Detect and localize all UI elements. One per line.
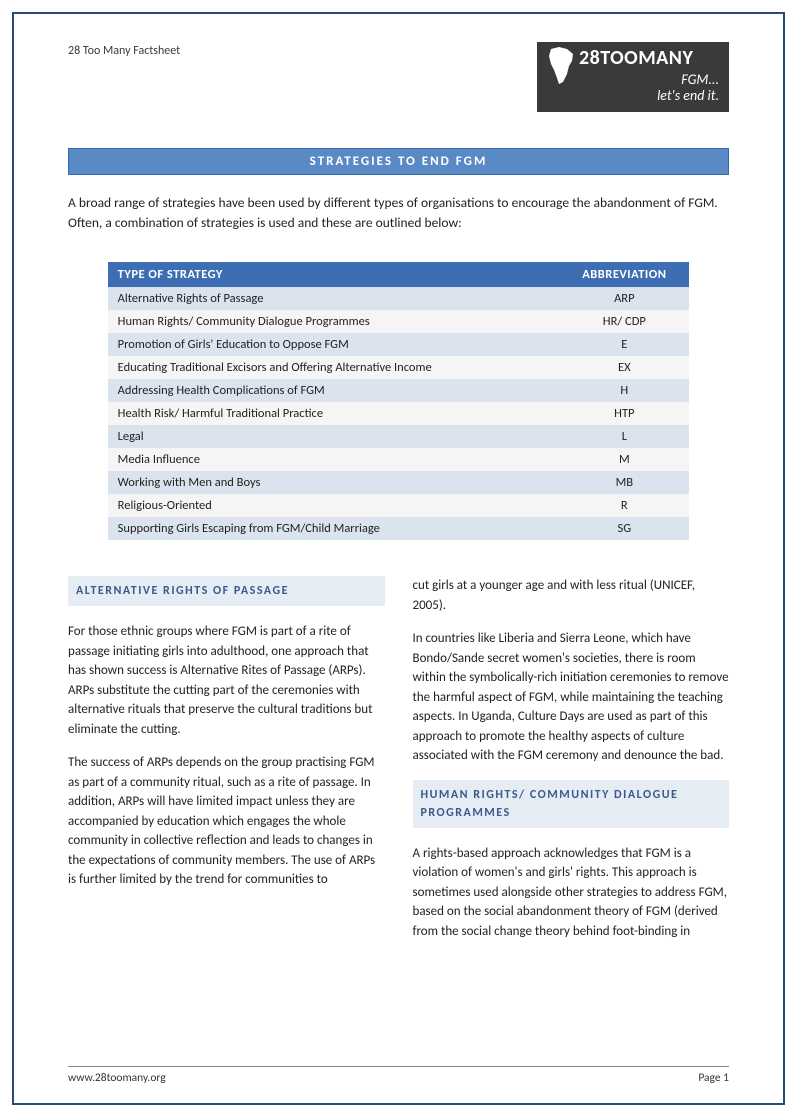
table-row: Supporting Girls Escaping from FGM/Child… [108, 517, 690, 540]
table-row: Addressing Health Complications of FGMH [108, 379, 690, 402]
africa-icon [545, 46, 577, 86]
table-cell-type: Promotion of Girls' Education to Oppose … [108, 333, 560, 356]
header: 28 Too Many Factsheet 28TOOMANY FGM... l… [68, 42, 729, 112]
arp-paragraph-2: The success of ARPs depends on the group… [68, 753, 385, 890]
logo-main: 28TOOMANY [579, 46, 693, 70]
table-row: LegalL [108, 425, 690, 448]
table-cell-abbr: HTP [559, 402, 689, 425]
table-row: Health Risk/ Harmful Traditional Practic… [108, 402, 690, 425]
table-cell-abbr: M [559, 448, 689, 471]
footer-page: Page 1 [698, 1071, 729, 1085]
logo-sub: FGM... let's end it. [657, 72, 719, 104]
logo: 28TOOMANY FGM... let's end it. [537, 42, 729, 112]
col2-paragraph-1: cut girls at a younger age and with less… [413, 576, 730, 615]
table-row: Promotion of Girls' Education to Oppose … [108, 333, 690, 356]
table-row: Religious-OrientedR [108, 494, 690, 517]
header-text: 28 Too Many Factsheet [68, 42, 180, 58]
table-row: Educating Traditional Excisors and Offer… [108, 356, 690, 379]
column-left: ALTERNATIVE RIGHTS OF PASSAGE For those … [68, 576, 385, 955]
footer-url: www.28toomany.org [68, 1071, 166, 1085]
table-row: Media InfluenceM [108, 448, 690, 471]
table-cell-type: Media Influence [108, 448, 560, 471]
table-cell-type: Human Rights/ Community Dialogue Program… [108, 310, 560, 333]
table-cell-abbr: SG [559, 517, 689, 540]
table-cell-abbr: E [559, 333, 689, 356]
table-cell-type: Educating Traditional Excisors and Offer… [108, 356, 560, 379]
intro-paragraph: A broad range of strategies have been us… [68, 193, 729, 232]
arp-paragraph-1: For those ethnic groups where FGM is par… [68, 622, 385, 739]
table-row: Human Rights/ Community Dialogue Program… [108, 310, 690, 333]
table-row: Alternative Rights of PassageARP [108, 287, 690, 310]
table-cell-type: Legal [108, 425, 560, 448]
title-bar: STRATEGIES TO END FGM [68, 148, 729, 175]
column-right: cut girls at a younger age and with less… [413, 576, 730, 955]
table-row: Working with Men and BoysMB [108, 471, 690, 494]
section-heading-arp: ALTERNATIVE RIGHTS OF PASSAGE [68, 576, 385, 606]
table-header-type: TYPE OF STRATEGY [108, 262, 560, 287]
body-columns: ALTERNATIVE RIGHTS OF PASSAGE For those … [68, 576, 729, 955]
table-cell-type: Supporting Girls Escaping from FGM/Child… [108, 517, 560, 540]
page: 28 Too Many Factsheet 28TOOMANY FGM... l… [14, 14, 783, 1103]
logo-sub-line2: let's end it. [657, 87, 719, 104]
col2-paragraph-2: In countries like Liberia and Sierra Leo… [413, 629, 730, 766]
footer: www.28toomany.org Page 1 [68, 1066, 729, 1085]
table-header-abbr: ABBREVIATION [559, 262, 689, 287]
section-heading-hr: HUMAN RIGHTS/ COMMUNITY DIALOGUE PROGRAM… [413, 780, 730, 828]
table-cell-type: Addressing Health Complications of FGM [108, 379, 560, 402]
table-cell-abbr: HR/ CDP [559, 310, 689, 333]
table-cell-abbr: R [559, 494, 689, 517]
table-cell-abbr: EX [559, 356, 689, 379]
table-cell-type: Health Risk/ Harmful Traditional Practic… [108, 402, 560, 425]
strategies-table: TYPE OF STRATEGY ABBREVIATION Alternativ… [108, 262, 690, 540]
table-cell-abbr: H [559, 379, 689, 402]
table-cell-type: Alternative Rights of Passage [108, 287, 560, 310]
table-cell-abbr: ARP [559, 287, 689, 310]
table-cell-type: Religious-Oriented [108, 494, 560, 517]
table-cell-abbr: MB [559, 471, 689, 494]
hr-paragraph-1: A rights-based approach acknowledges tha… [413, 844, 730, 942]
table-cell-type: Working with Men and Boys [108, 471, 560, 494]
table-cell-abbr: L [559, 425, 689, 448]
logo-sub-line1: FGM... [681, 71, 719, 88]
